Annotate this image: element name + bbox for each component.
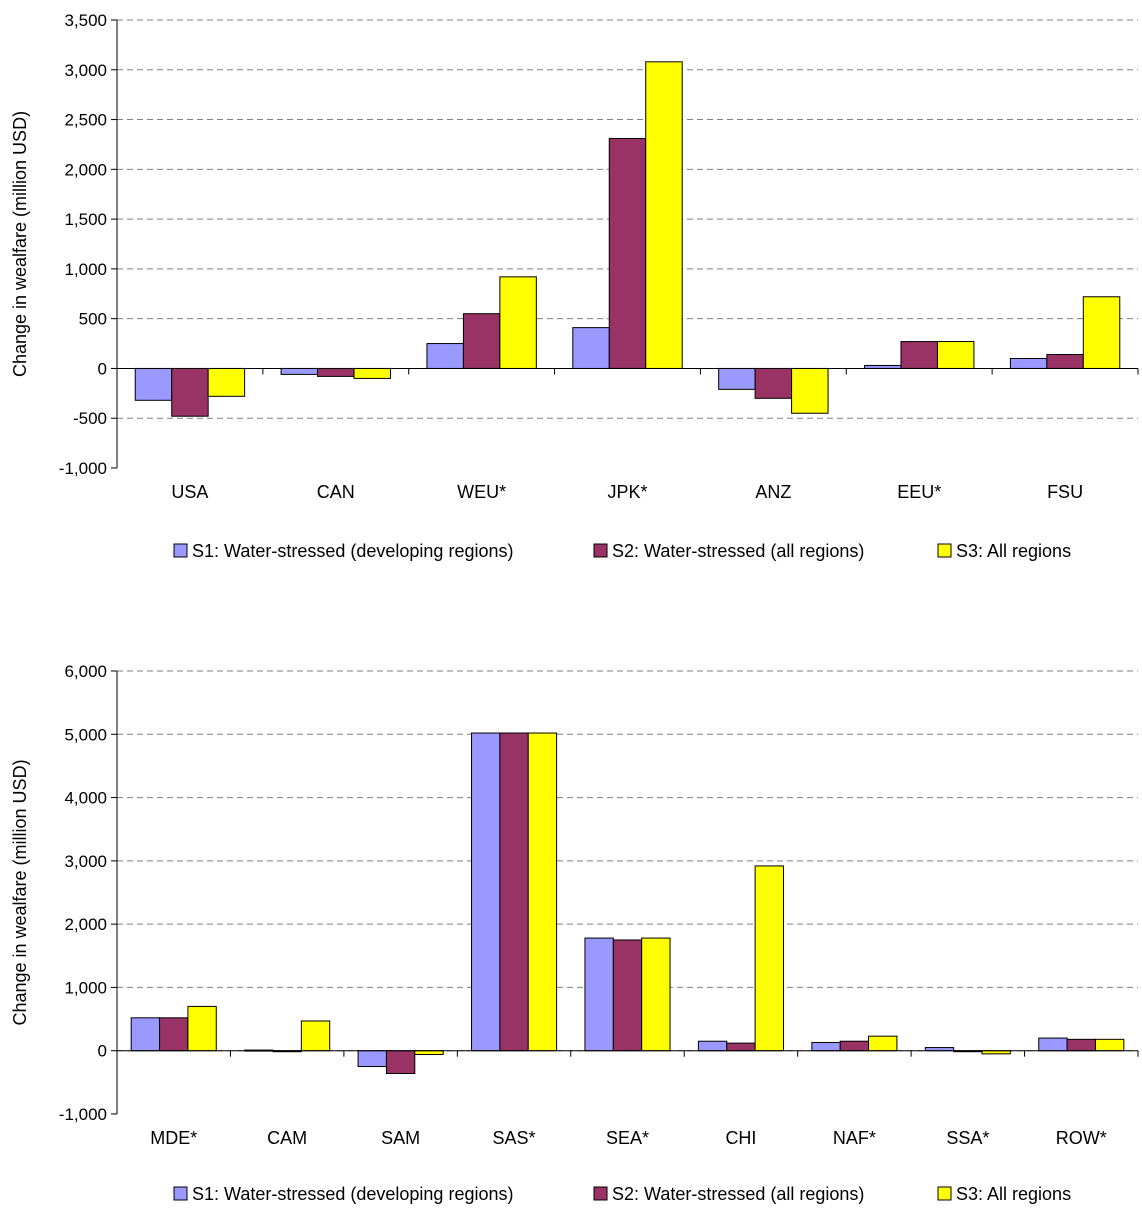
legend-entry: S2: Water-stressed (all regions) [612, 1184, 864, 1204]
bar-naf-s2 [839, 1040, 870, 1052]
category-label: JPK* [607, 482, 647, 502]
category-label: FSU [1047, 482, 1083, 502]
y-tick-label: 6,000 [64, 662, 107, 681]
bar-chi-s2 [726, 1042, 756, 1052]
bar-cam-s3 [300, 1020, 331, 1052]
bar-jpk-s2 [608, 137, 647, 369]
y-tick-label: 2,000 [64, 160, 107, 179]
category-label: CHI [725, 1128, 756, 1148]
category-label: NAF* [833, 1128, 876, 1148]
chart-1: -1,000 -500 0 500 1,000 1,500 2,000 2,500 3,000 3… [10, 11, 1139, 561]
bar-row-s3 [1094, 1038, 1125, 1052]
category-label: SAS* [493, 1128, 536, 1148]
bar-fsu-s1 [1009, 357, 1048, 369]
bar-can-s1 [280, 367, 319, 375]
bar-sam-s2 [385, 1050, 416, 1074]
bar-anz-s3 [791, 367, 829, 414]
bar-jpk-s1 [572, 327, 610, 369]
bar-mde-s3 [187, 1005, 217, 1052]
bar-fsu-s3 [1082, 296, 1121, 369]
y-tick-label: 0 [98, 1042, 107, 1061]
bar-fsu-s2 [1046, 354, 1084, 369]
legend-swatch [937, 543, 952, 558]
bar-weu-s1 [426, 343, 464, 369]
category-label: MDE* [150, 1128, 197, 1148]
bar-mde-s1 [130, 1017, 161, 1052]
category-label: EEU* [897, 482, 941, 502]
y-tick-label: 5,000 [64, 725, 107, 744]
bar-can-s3 [353, 367, 391, 379]
bar-row-s2 [1066, 1038, 1096, 1052]
chart-2: -1,000 0 1,000 2,000 3,000 4,000 5,000 6,000 Cha… [10, 662, 1139, 1204]
bar-usa-s2 [171, 367, 209, 417]
category-label: CAN [317, 482, 355, 502]
y-axis-label: Change in wealfare (million USD) [10, 759, 30, 1025]
legend-swatch [937, 1186, 952, 1201]
legend-entry: S3: All regions [956, 541, 1071, 561]
legend-swatch [173, 543, 188, 558]
y-tick-label: 2,000 [64, 915, 107, 934]
bar-chi-s1 [697, 1040, 728, 1052]
category-label: SAM [381, 1128, 420, 1148]
y-tick-label: -1,000 [59, 1105, 107, 1124]
bar-sam-s3 [414, 1050, 444, 1056]
y-tick-label: 0 [98, 359, 107, 378]
legend-entry: S2: Water-stressed (all regions) [612, 541, 864, 561]
bar-jpk-s3 [645, 61, 683, 369]
y-tick-label: 3,000 [64, 61, 107, 80]
bar-sea-s3 [641, 937, 671, 1052]
bar-sas-s3 [527, 732, 558, 1052]
legend-swatch [593, 543, 608, 558]
category-label: WEU* [457, 482, 506, 502]
y-tick-label: 3,500 [64, 11, 107, 30]
legend-swatch [173, 1186, 188, 1201]
y-tick-label: 1,500 [64, 210, 107, 229]
category-label: USA [171, 482, 208, 502]
bar-usa-s3 [207, 367, 246, 397]
category-label: SEA* [606, 1128, 649, 1148]
bar-weu-s3 [499, 276, 537, 369]
bar-chi-s3 [754, 865, 784, 1052]
bar-sea-s1 [584, 937, 614, 1052]
bar-usa-s1 [134, 367, 173, 401]
category-label: CAM [267, 1128, 307, 1148]
bar-mde-s2 [159, 1017, 189, 1052]
bar-eeu-s2 [900, 341, 938, 369]
bar-anz-s1 [718, 367, 756, 390]
category-label: ROW* [1056, 1128, 1107, 1148]
legend-swatch [593, 1186, 608, 1201]
bar-can-s2 [317, 367, 355, 377]
legend-entry: S1: Water-stressed (developing regions) [192, 541, 513, 561]
y-tick-label: -500 [73, 409, 107, 428]
bar-sas-s2 [499, 732, 529, 1052]
bar-sas-s1 [471, 732, 501, 1052]
bar-eeu-s3 [936, 341, 975, 369]
bar-anz-s2 [754, 367, 793, 399]
bar-weu-s2 [462, 313, 501, 369]
y-tick-label: 1,000 [64, 260, 107, 279]
legend-entry: S3: All regions [956, 1184, 1071, 1204]
bar-naf-s3 [868, 1035, 898, 1052]
legend-entry: S1: Water-stressed (developing regions) [192, 1184, 513, 1204]
bar-sam-s1 [357, 1050, 387, 1068]
y-tick-label: 500 [79, 310, 107, 329]
y-tick-label: -1,000 [59, 459, 107, 478]
category-label: SSA* [946, 1128, 989, 1148]
legend: S1: Water-stressed (developing regions) S… [173, 1184, 1071, 1204]
category-label: ANZ [755, 482, 791, 502]
bar-row-s1 [1038, 1037, 1068, 1052]
y-tick-label: 4,000 [64, 789, 107, 808]
y-tick-label: 1,000 [64, 978, 107, 997]
y-tick-label: 2,500 [64, 111, 107, 130]
legend: S1: Water-stressed (developing regions) S… [173, 541, 1071, 561]
y-tick-label: 3,000 [64, 852, 107, 871]
bar-naf-s1 [811, 1041, 841, 1052]
bar-sea-s2 [612, 939, 643, 1052]
y-axis-label: Change in wealfare (million USD) [10, 111, 30, 377]
